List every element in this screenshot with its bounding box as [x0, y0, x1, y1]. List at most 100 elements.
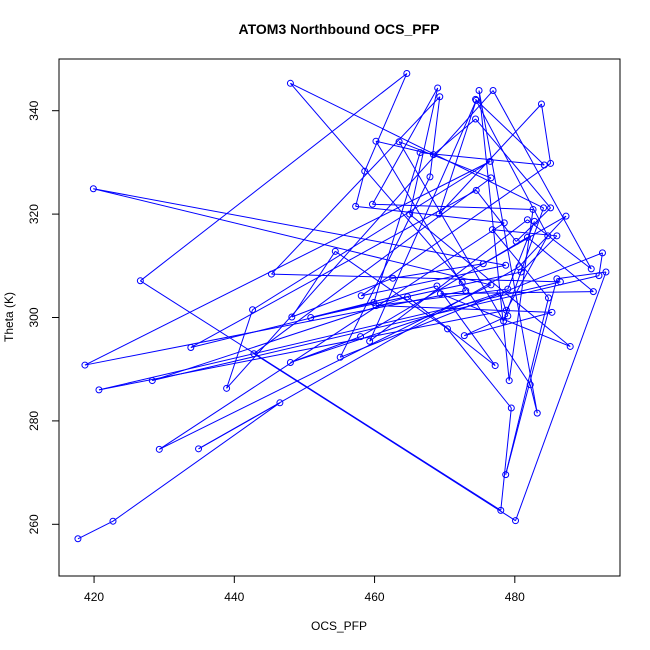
series-line-segment [409, 213, 571, 347]
data-point [155, 445, 163, 453]
series-line-segment [93, 188, 492, 286]
series-line-segment [271, 273, 561, 283]
y-tick-label: 340 [27, 100, 41, 120]
data-point [89, 185, 97, 193]
series-line-segment [290, 292, 501, 363]
series-line-segment [508, 209, 534, 381]
series-line-segment [505, 297, 549, 475]
series-line-segment [291, 251, 336, 318]
data-point [472, 96, 480, 104]
series-line-segment [339, 176, 431, 358]
series-line-segment [360, 236, 528, 338]
series-line-segment [475, 98, 545, 166]
data-point [587, 265, 595, 273]
data-point [223, 384, 231, 392]
series-line-segment [290, 82, 463, 283]
series-line-segment [375, 140, 467, 291]
data-point [500, 219, 508, 227]
series-line-segment [409, 87, 439, 215]
y-tick-label: 260 [27, 514, 41, 534]
series-line-segment [226, 309, 254, 389]
series-line-segment [375, 305, 552, 313]
data-point [288, 313, 296, 321]
series-line-segment [375, 140, 434, 156]
series-line-segment [407, 296, 496, 366]
series-line-segment [355, 171, 366, 207]
series-line-segment [226, 90, 494, 389]
data-point [540, 204, 548, 212]
data-point [331, 247, 339, 255]
data-point [435, 210, 443, 218]
series-line-segment [84, 160, 491, 366]
series-line-segment [500, 407, 512, 511]
data-point [368, 200, 376, 208]
data-point [566, 342, 574, 350]
data-point [462, 287, 470, 295]
series-line-segment [159, 222, 505, 450]
series-line-segment [475, 190, 517, 242]
data-point [286, 358, 294, 366]
data-point [372, 137, 380, 145]
data-point [491, 362, 499, 370]
data-point [553, 232, 561, 240]
data-point [395, 138, 403, 146]
data-point [544, 294, 552, 302]
series-line-segment [492, 90, 592, 270]
series-line-segment [440, 293, 571, 347]
series-line-segment [335, 250, 448, 330]
series-line-segment [598, 252, 603, 276]
series-line-segment [527, 236, 594, 293]
data-point [433, 282, 441, 290]
series-line-segment [478, 90, 538, 414]
data-point [537, 100, 545, 108]
data-point [589, 288, 597, 296]
series-line-segment [464, 311, 553, 337]
series-line-segment [252, 160, 491, 311]
series-line-segment [372, 87, 439, 205]
series-line-segment [461, 282, 531, 385]
data-point [357, 333, 365, 341]
data-point [529, 205, 537, 213]
data-point [547, 159, 555, 167]
series-line-segment [438, 103, 542, 215]
data-point [488, 226, 496, 234]
data-point [512, 517, 520, 525]
data-point [475, 87, 483, 95]
series-line-segment [436, 285, 496, 366]
data-point [500, 317, 508, 325]
data-point [352, 202, 360, 210]
series-line-segment [464, 315, 509, 337]
data-point [486, 157, 494, 165]
data-point [416, 149, 424, 157]
data-point [366, 337, 374, 345]
series-line-segment [310, 285, 438, 318]
y-tick-label: 280 [27, 411, 41, 431]
series-points [74, 69, 610, 543]
series-line-segment [360, 163, 551, 297]
data-point [109, 517, 117, 525]
data-point [479, 260, 487, 268]
series-line-segment [372, 203, 534, 210]
series-line-segment [112, 402, 281, 522]
y-axis-label: Theta (K) [2, 292, 16, 342]
data-point [487, 174, 495, 182]
series-line-segment [527, 219, 592, 270]
data-point [523, 233, 531, 241]
data-point [502, 471, 510, 479]
series-line-segment [475, 118, 551, 209]
series-line-segment [140, 280, 502, 511]
x-tick-label: 440 [224, 590, 244, 604]
data-point [517, 268, 525, 276]
data-point [602, 268, 610, 276]
series-line-segment [518, 215, 567, 268]
series-line-segment [499, 292, 509, 317]
series-line-segment [271, 96, 441, 275]
data-point [81, 361, 89, 369]
series-line-segment [310, 271, 522, 318]
data-point [472, 95, 480, 103]
data-point [458, 278, 466, 286]
series-line-segment [98, 309, 507, 391]
series-line-segment [429, 96, 441, 177]
data-point [595, 272, 603, 280]
data-point [507, 404, 515, 412]
